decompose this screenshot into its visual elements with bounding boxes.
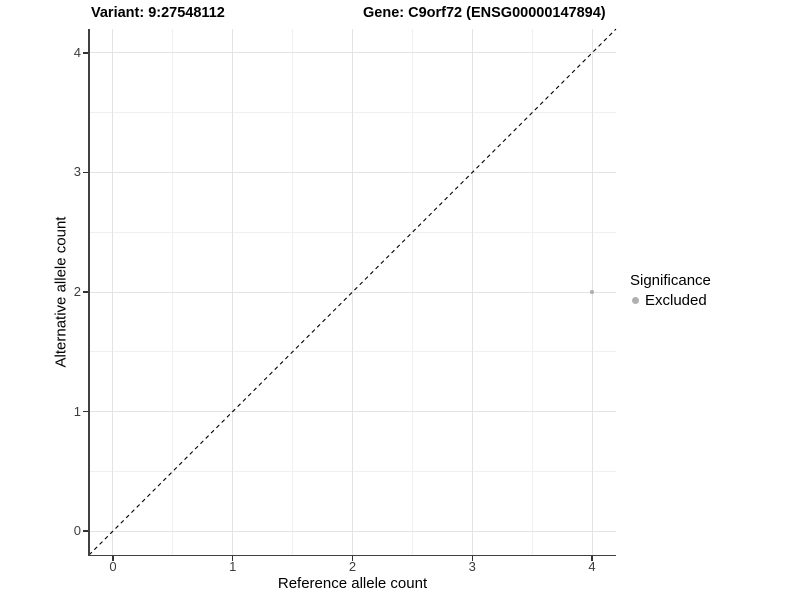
x-tick-label: 3 [468,559,476,574]
y-tick-mark [83,52,88,54]
y-major-gridline [89,52,616,54]
plot-panel [88,28,617,556]
y-tick-mark [83,530,88,532]
x-axis-line [88,554,616,556]
y-tick-label: 4 [73,44,81,60]
y-tick-mark [83,171,88,174]
data-point [590,290,594,294]
legend-item: Excluded [630,292,711,309]
x-tick-mark [351,556,354,561]
x-tick-mark [471,556,473,561]
x-tick-mark [112,556,114,561]
x-tick-mark [591,556,593,561]
y-major-gridline [89,530,616,532]
x-axis-title: Reference allele count [277,575,428,592]
plot-title-gene: Gene: C9orf72 (ENSG00000147894) [363,5,606,21]
x-tick-mark [232,556,234,561]
legend-item-label: Excluded [645,292,707,309]
y-major-gridline [89,411,616,413]
y-major-gridline [89,291,616,293]
y-tick-label: 2 [73,284,81,299]
identity-dashed-line [88,28,617,556]
y-tick-label: 0 [73,523,81,539]
y-tick-label: 1 [73,403,81,419]
legend-key-dot [632,297,639,304]
y-tick-mark [83,291,88,293]
y-tick-mark [83,410,88,413]
y-axis-title: Alternative allele count [52,216,70,368]
y-major-gridline [89,171,616,173]
y-tick-label: 3 [73,164,81,180]
x-tick-label: 0 [109,559,117,574]
y-axis-line [88,29,90,556]
plot-title-variant: Variant: 9:27548112 [91,5,225,21]
x-tick-label: 2 [348,559,357,574]
x-tick-label: 4 [588,559,596,574]
legend-title: Significance [630,272,711,289]
legend: Significance Excluded [630,272,711,309]
legend-items: Excluded [630,292,711,309]
x-tick-label: 1 [229,559,237,574]
